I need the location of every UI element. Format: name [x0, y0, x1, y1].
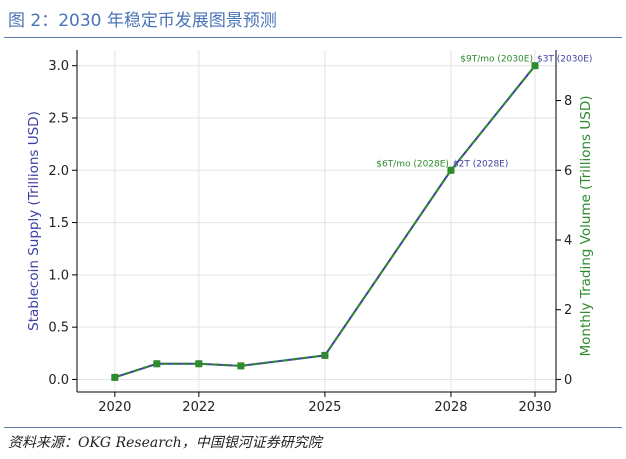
- x-tick-label: 2022: [182, 400, 215, 415]
- data-annotation: $6T/mo (2028E): [376, 159, 449, 169]
- left-y-tick-label: 0.5: [48, 321, 69, 336]
- title-rule: [4, 37, 622, 38]
- series-point-right: [111, 373, 119, 381]
- series-point-right: [195, 360, 203, 368]
- left-y-tick-label: 2.0: [48, 164, 69, 179]
- series-point-right: [447, 166, 455, 174]
- x-tick-label: 2025: [308, 400, 341, 415]
- data-annotation: $9T/mo (2030E): [460, 55, 533, 65]
- data-annotation: $3T (2030E): [537, 55, 592, 65]
- figure-title: 图 2：2030 年稳定币发展图景预测: [8, 11, 277, 31]
- right-y-tick-label: 0: [564, 373, 572, 388]
- series-point-right: [531, 62, 539, 70]
- data-annotation: $2T (2028E): [453, 159, 508, 169]
- x-tick-label: 2030: [518, 400, 551, 415]
- left-y-axis-label: Stablecoin Supply (Trillions USD): [26, 111, 42, 331]
- x-tick-label: 2028: [434, 400, 467, 415]
- left-y-tick-label: 1.5: [48, 216, 69, 231]
- right-y-axis-label: Monthly Trading Volume (Trillions USD): [578, 95, 594, 356]
- series-point-right: [153, 360, 161, 368]
- source-rule: [4, 427, 622, 428]
- figure-source: 资料来源：OKG Research，中国银河证券研究院: [8, 435, 322, 451]
- x-tick-label: 2020: [98, 400, 131, 415]
- left-y-tick-label: 1.0: [48, 268, 69, 283]
- right-y-tick-label: 4: [564, 234, 572, 249]
- dual-axis-line-chart: 2020 2022 2025 2028 2030 0.0 0.5 1.0 1.5 2.0 2.5 3.…: [26, 50, 594, 415]
- right-y-tick-label: 8: [564, 94, 572, 109]
- series-point-right: [237, 362, 245, 370]
- left-y-tick-label: 2.5: [48, 111, 69, 126]
- series-point-right: [321, 351, 329, 359]
- right-y-tick-label: 2: [564, 303, 572, 318]
- left-y-tick-label: 3.0: [48, 59, 69, 74]
- right-y-tick-label: 6: [564, 164, 572, 179]
- left-y-tick-label: 0.0: [48, 373, 69, 388]
